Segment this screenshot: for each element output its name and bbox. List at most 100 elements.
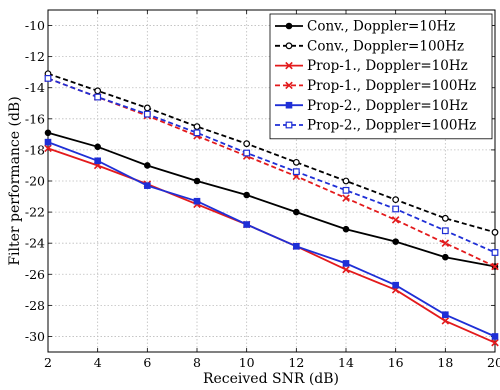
y-tick-label: -14 xyxy=(25,80,45,95)
data-point xyxy=(94,143,101,151)
data-point xyxy=(392,281,399,289)
y-tick-label: -30 xyxy=(25,329,45,344)
x-tick-label: 6 xyxy=(143,355,151,370)
data-point xyxy=(491,262,499,271)
data-point xyxy=(342,186,350,194)
legend-item: Prop-2., Doppler=100Hz xyxy=(275,118,476,134)
data-point xyxy=(342,265,350,274)
y-tick-label: -12 xyxy=(25,49,45,64)
data-point xyxy=(94,157,101,165)
x-tick-label: 14 xyxy=(338,355,354,370)
data-point xyxy=(392,196,400,204)
data-point xyxy=(243,191,250,199)
series-line xyxy=(47,141,496,338)
legend: Conv., Doppler=10Hz Conv., Doppler=100Hz P… xyxy=(269,13,493,140)
y-tick-label: -26 xyxy=(25,267,45,282)
data-point xyxy=(144,182,151,189)
legend-item: Conv., Doppler=10Hz xyxy=(275,19,455,35)
axes xyxy=(47,9,496,353)
data-point xyxy=(285,81,293,90)
series-lines xyxy=(44,70,499,347)
legend-item: Prop-1., Doppler=10Hz xyxy=(275,58,468,74)
legend-item: Prop-1., Doppler=100Hz xyxy=(275,78,476,94)
data-point xyxy=(285,101,293,109)
legend-label: Prop-1., Doppler=10Hz xyxy=(307,58,468,74)
y-axis-label: Filter performance (dB) xyxy=(7,96,23,265)
data-point xyxy=(441,214,449,222)
x-tick-label: 10 xyxy=(239,355,255,370)
data-point xyxy=(342,194,350,202)
data-point xyxy=(292,158,300,166)
x-tick-label: 16 xyxy=(388,355,404,370)
x-tick-label: 4 xyxy=(94,355,102,370)
series-line xyxy=(47,131,496,268)
data-point xyxy=(292,168,300,176)
plot-frame xyxy=(47,9,496,353)
x-tick-label: 20 xyxy=(487,355,500,370)
data-point xyxy=(285,22,293,30)
data-point xyxy=(442,253,449,261)
data-point xyxy=(441,239,450,247)
legend-label: Conv., Doppler=10Hz xyxy=(307,19,455,35)
x-tick-label: 12 xyxy=(288,355,304,370)
legend-label: Prop-2., Doppler=10Hz xyxy=(307,98,468,114)
y-tick-label: -18 xyxy=(25,142,45,157)
legend-item: Conv., Doppler=100Hz xyxy=(275,38,464,54)
data-point xyxy=(144,162,151,169)
data-point xyxy=(342,260,350,267)
data-point xyxy=(143,104,151,112)
data-point xyxy=(143,110,151,118)
data-point xyxy=(44,138,52,146)
data-point xyxy=(193,123,201,130)
data-point xyxy=(392,205,400,213)
data-point xyxy=(243,221,250,228)
data-point xyxy=(44,129,52,137)
series-2 xyxy=(44,70,499,236)
data-point xyxy=(285,42,293,50)
data-point xyxy=(342,177,350,185)
data-point xyxy=(285,61,293,70)
y-tick-label: -20 xyxy=(25,174,45,189)
data-point xyxy=(44,74,52,82)
data-point xyxy=(441,227,449,235)
data-point xyxy=(491,338,499,347)
x-tick-label: 8 xyxy=(193,355,201,370)
series-line xyxy=(47,72,496,234)
data-point xyxy=(44,144,52,153)
data-point xyxy=(491,333,499,340)
y-tick-label: -24 xyxy=(25,236,45,251)
data-point xyxy=(193,129,201,137)
series-6 xyxy=(44,74,499,256)
legend-item: Prop-2., Doppler=10Hz xyxy=(275,98,468,114)
data-point xyxy=(491,228,499,236)
series-5 xyxy=(44,138,499,340)
data-point xyxy=(442,311,449,318)
legend-box xyxy=(269,13,493,140)
data-point xyxy=(342,225,350,233)
data-point xyxy=(491,249,499,256)
series-line xyxy=(47,77,496,268)
grid-lines xyxy=(47,10,496,352)
data-point xyxy=(243,149,251,157)
data-point xyxy=(391,216,400,224)
data-point xyxy=(193,177,201,185)
data-point xyxy=(441,317,450,325)
data-point xyxy=(94,87,102,95)
legend-label: Conv., Doppler=100Hz xyxy=(307,38,464,54)
data-point xyxy=(285,121,293,129)
data-point xyxy=(293,208,300,216)
x-axis-label: Received SNR (dB) xyxy=(203,371,339,387)
data-point xyxy=(293,242,300,250)
data-point xyxy=(243,140,251,148)
data-point xyxy=(193,197,201,205)
x-tick-label: 18 xyxy=(437,355,453,370)
y-tick-label: -16 xyxy=(25,111,45,126)
tick-labels: 2 4 6 8 10 12 14 16 18 20 -30 -28 -26 -24 -22 -20 -18 -16… xyxy=(25,18,500,370)
x-tick-label: 2 xyxy=(44,355,52,370)
y-tick-label: -28 xyxy=(25,298,45,313)
data-point xyxy=(392,238,399,245)
data-point xyxy=(94,93,102,101)
legend-label: Prop-2., Doppler=100Hz xyxy=(307,118,476,134)
series-1 xyxy=(44,129,499,270)
